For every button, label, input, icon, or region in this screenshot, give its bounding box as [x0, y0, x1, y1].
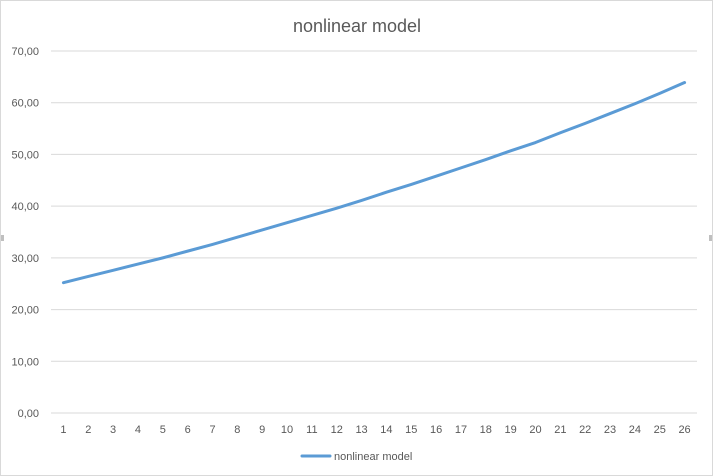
x-tick-label: 4: [135, 424, 141, 436]
x-tick-label: 24: [629, 424, 641, 436]
x-tick-label: 2: [85, 424, 91, 436]
legend: nonlinear model: [300, 451, 412, 463]
y-tick-label: 30,00: [11, 253, 39, 265]
x-tick-label: 14: [380, 424, 392, 436]
x-tick-label: 3: [110, 424, 116, 436]
y-tick-label: 0,00: [18, 408, 39, 420]
x-tick-label: 20: [529, 424, 541, 436]
x-tick-label: 1: [60, 424, 66, 436]
resize-handle-left[interactable]: [1, 235, 4, 241]
x-tick-label: 23: [604, 424, 616, 436]
y-tick-label: 20,00: [11, 305, 39, 317]
series-group: [61, 81, 687, 285]
x-tick-label: 21: [554, 424, 566, 436]
y-tick-label: 60,00: [11, 98, 39, 110]
x-tick-label: 13: [355, 424, 367, 436]
chart-title: nonlinear model: [293, 16, 421, 36]
y-tick-label: 40,00: [11, 201, 39, 213]
resize-handle-right[interactable]: [709, 235, 712, 241]
x-tick-label: 6: [185, 424, 191, 436]
x-tick-label: 10: [281, 424, 293, 436]
y-axis: 0,00 10,00 20,00 30,00 40,00 50,00 60,00 70,00: [11, 46, 39, 420]
gridlines: [51, 50, 697, 414]
y-tick-label: 10,00: [11, 356, 39, 368]
x-tick-label: 17: [455, 424, 467, 436]
y-tick-label: 50,00: [11, 149, 39, 161]
x-tick-label: 8: [234, 424, 240, 436]
x-tick-label: 19: [505, 424, 517, 436]
x-tick-label: 7: [209, 424, 215, 436]
x-tick-label: 22: [579, 424, 591, 436]
x-tick-label: 5: [160, 424, 166, 436]
x-tick-label: 9: [259, 424, 265, 436]
x-tick-label: 25: [654, 424, 666, 436]
legend-label: nonlinear model: [334, 451, 412, 463]
x-tick-label: 11: [306, 424, 317, 436]
series-line: [61, 81, 687, 285]
x-tick-label: 12: [331, 424, 343, 436]
x-tick-label: 15: [405, 424, 417, 436]
x-tick-label: 26: [678, 424, 690, 436]
y-tick-label: 70,00: [11, 46, 39, 58]
x-tick-label: 18: [480, 424, 492, 436]
x-axis: 1 2 3 4 5 6 7 8 9 10 11 12 13 14 15 16 17 18 19 20 21 22 23 24 2…: [60, 424, 690, 436]
x-tick-label: 16: [430, 424, 442, 436]
